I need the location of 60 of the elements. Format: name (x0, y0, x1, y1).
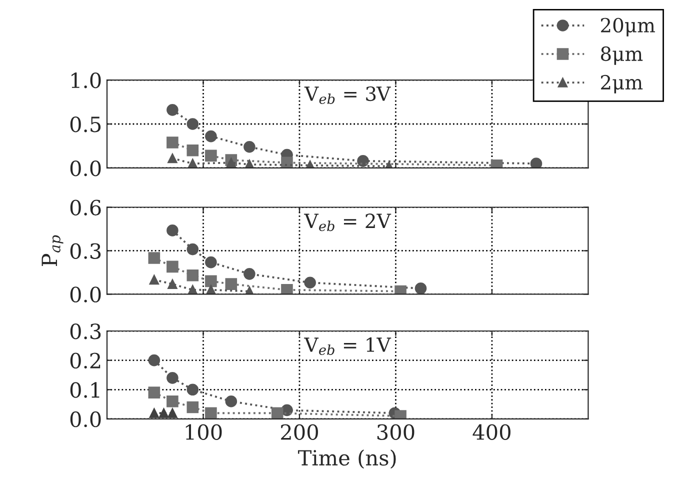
point (166, 136, 178, 148)
point (166, 224, 178, 236)
x-tick-label: 400 (472, 424, 510, 440)
point (149, 274, 160, 285)
y-tick-label: 1.0 (72, 72, 101, 88)
x-tick-label: 300 (377, 424, 414, 440)
point (244, 140, 256, 153)
x-axis-title: Time (ns) (298, 450, 396, 469)
legend-label: 20μm (601, 18, 655, 36)
point (148, 386, 160, 398)
point (225, 278, 238, 290)
annotation: V$_{eb}$ = 2V (304, 214, 392, 232)
y-tick-label: 0.1 (70, 382, 100, 398)
point (186, 401, 199, 414)
x-tick-label: 100 (186, 424, 222, 440)
point (205, 150, 217, 162)
point (188, 158, 198, 168)
legend-label: 2μm (601, 74, 643, 94)
y-tick-label: 0.0 (70, 160, 101, 176)
point (414, 282, 427, 294)
point (186, 118, 199, 130)
point (205, 130, 217, 142)
point (186, 384, 199, 396)
y-tick-label: 0.3 (70, 243, 101, 259)
point (226, 158, 236, 168)
point (205, 407, 217, 419)
point (281, 284, 293, 294)
y-tick-label: 0.6 (70, 200, 101, 216)
point (271, 407, 284, 419)
legend-label: 8μm (600, 46, 643, 65)
point (530, 158, 542, 168)
annotation: V$_{eb}$ = 1V (304, 337, 392, 356)
x-tick-label: 200 (281, 424, 318, 440)
y-tick-label: 0.5 (70, 116, 101, 132)
point (357, 155, 369, 167)
point (186, 269, 199, 282)
point (168, 408, 178, 418)
y-tick-label: 0.3 (70, 323, 101, 340)
point (205, 275, 217, 288)
point (148, 252, 160, 264)
point (205, 256, 217, 268)
point (166, 260, 178, 273)
y-tick-label: 0.2 (70, 352, 100, 369)
point (168, 279, 178, 289)
point (166, 395, 178, 408)
point (166, 372, 178, 384)
point (304, 276, 316, 289)
y-tick-label: 0.0 (70, 286, 101, 302)
y-axis-title: P$_{ap}$ (42, 235, 64, 266)
point (158, 408, 169, 418)
y-tick-label: 0.0 (70, 411, 101, 428)
point (244, 268, 256, 280)
point (166, 104, 178, 116)
point (186, 243, 199, 256)
point (149, 408, 160, 418)
point (168, 153, 178, 164)
point (148, 354, 160, 366)
point (186, 144, 199, 156)
annotation: V$_{eb}$ = 3V (304, 86, 391, 104)
point (225, 395, 238, 408)
